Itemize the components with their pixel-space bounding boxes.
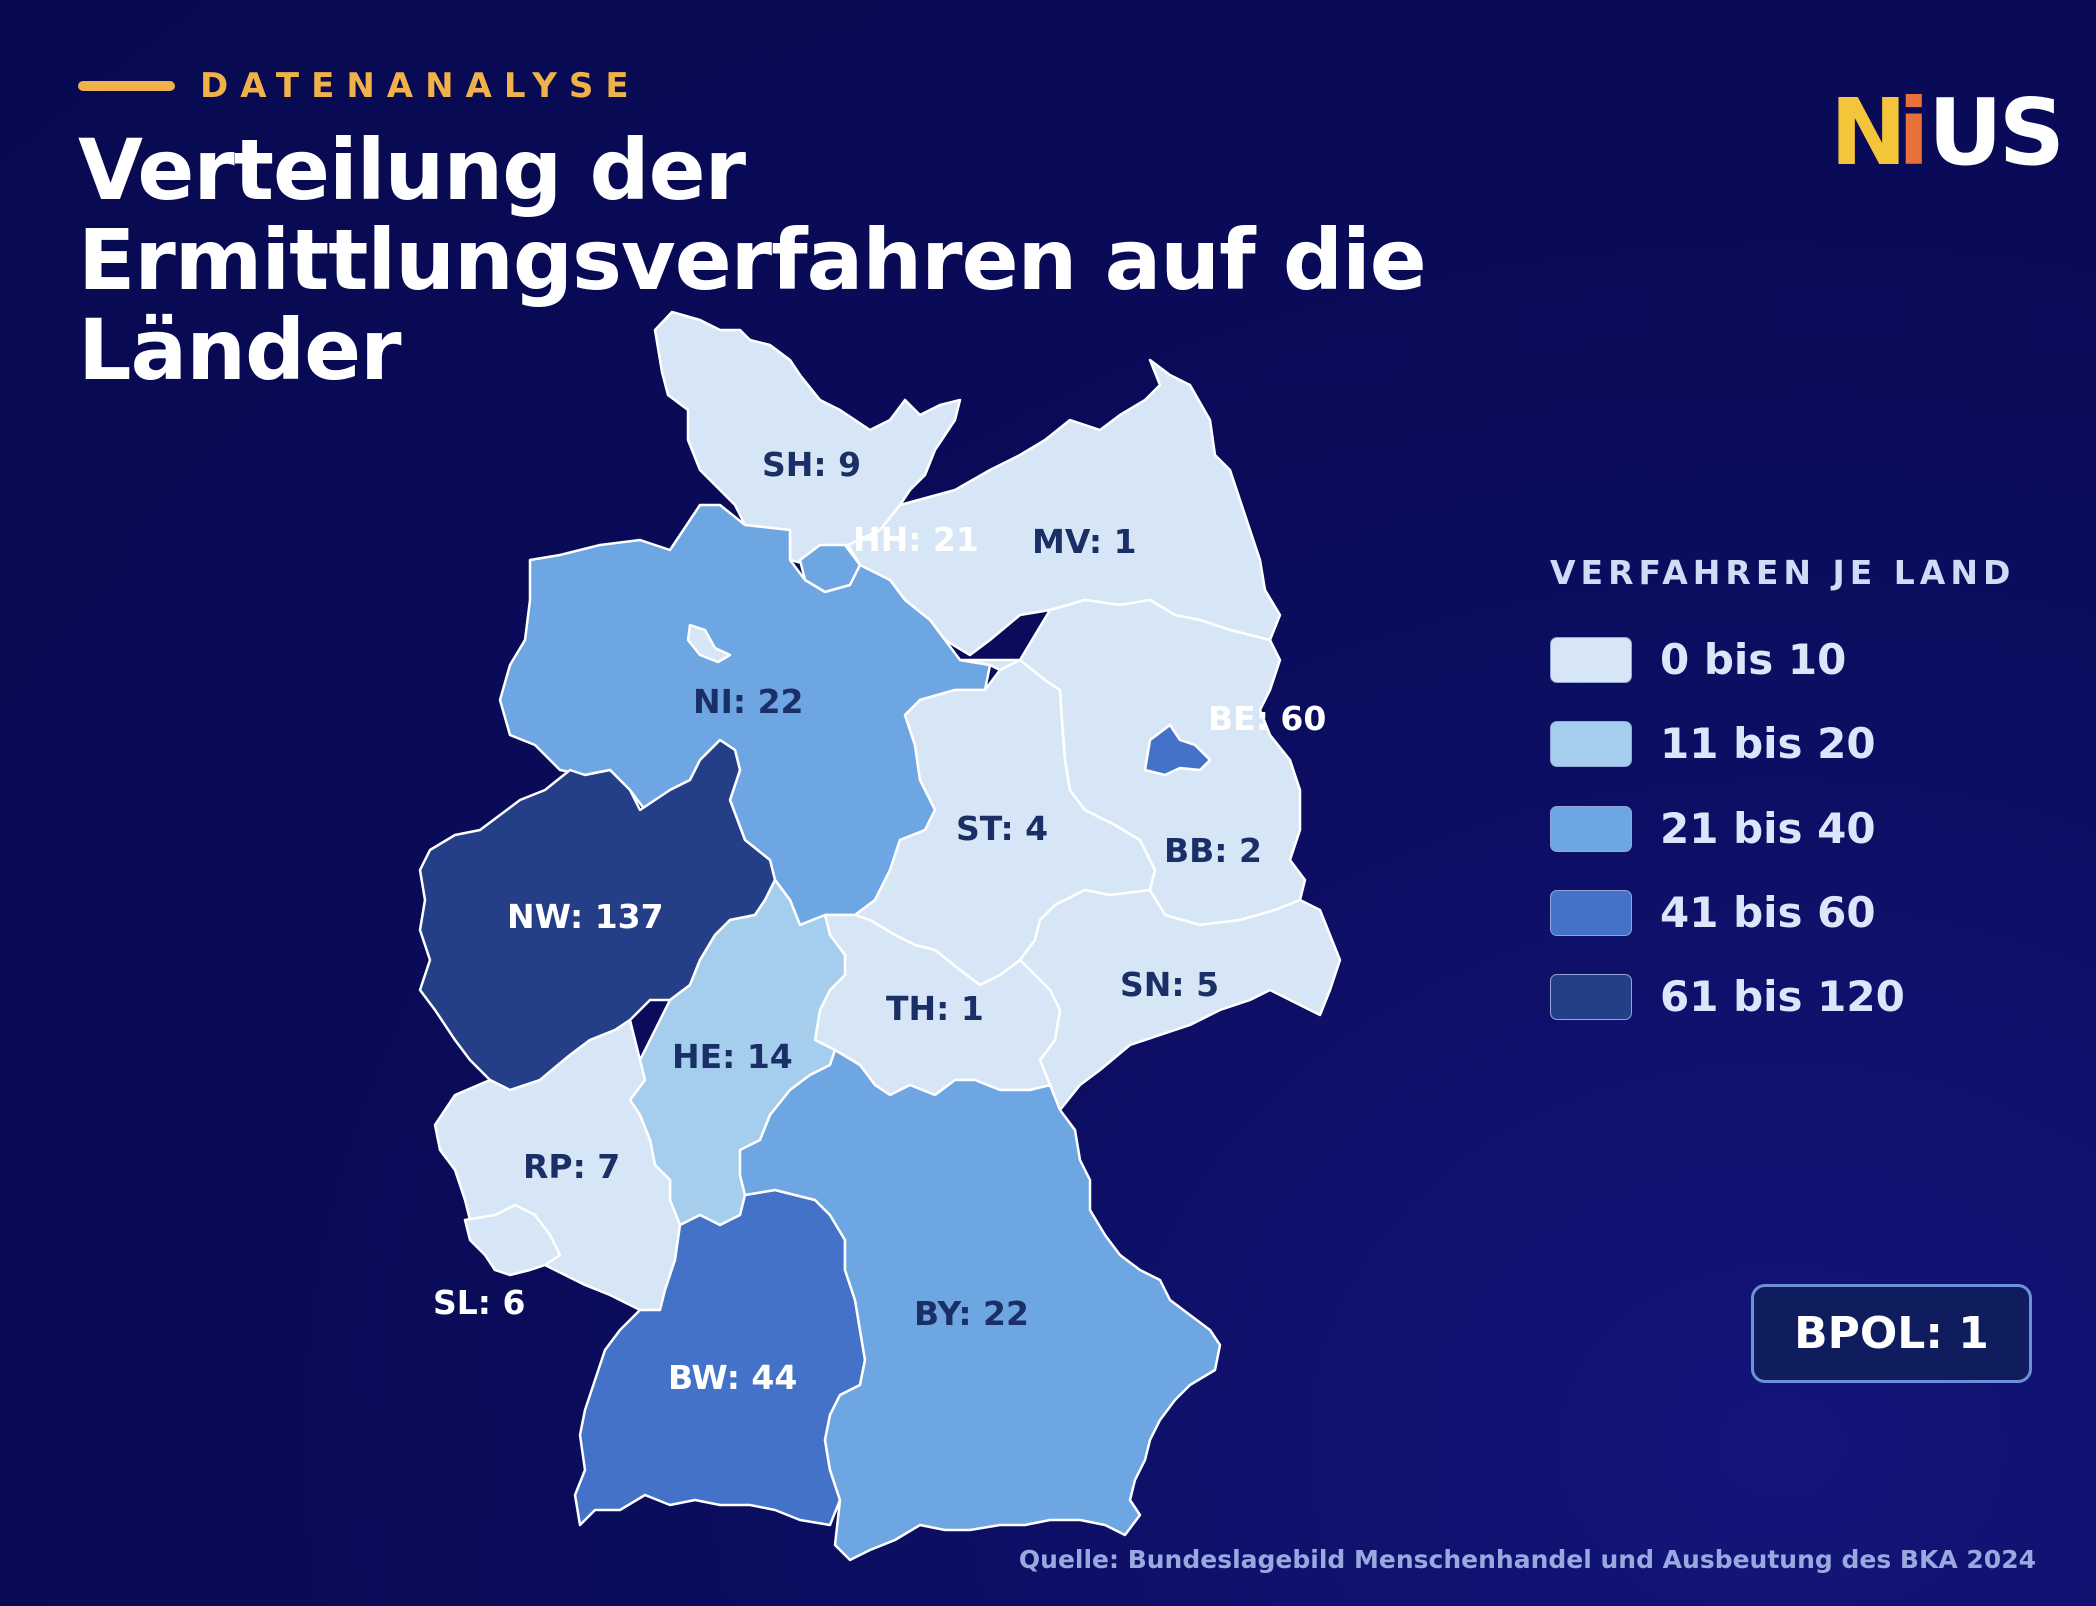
label-SN: SN: 5: [1120, 965, 1219, 1004]
label-TH: TH: 1: [886, 989, 984, 1028]
logo-letter-i: i: [1898, 79, 1930, 186]
legend-label: 11 bis 20: [1660, 719, 1876, 768]
state-SL: [463, 1203, 562, 1277]
label-BY: BY: 22: [914, 1294, 1029, 1333]
legend-label: 21 bis 40: [1660, 804, 1876, 853]
bpol-badge: BPOL: 1: [1751, 1284, 2032, 1383]
legend-item: 21 bis 40: [1550, 806, 2000, 852]
legend-swatch: [1550, 637, 1632, 683]
legend-item: 41 bis 60: [1550, 890, 2000, 936]
legend-item: 61 bis 120: [1550, 974, 2000, 1020]
kicker-label: DATENANALYSE: [200, 66, 641, 106]
label-SL: SL: 6: [433, 1283, 525, 1322]
legend-item: 0 bis 10: [1550, 637, 2000, 683]
state-BY: [738, 1048, 1222, 1562]
nius-logo: N i US: [1828, 78, 2065, 188]
state-MV: [846, 358, 1282, 657]
label-BW: BW: 44: [668, 1358, 797, 1397]
label-ST: ST: 4: [956, 809, 1048, 848]
label-BB: BB: 2: [1164, 831, 1262, 870]
legend-swatch: [1550, 806, 1632, 852]
legend-label: 41 bis 60: [1660, 888, 1876, 937]
logo-letters-us: US: [1928, 79, 2065, 186]
kicker-accent-bar: [78, 81, 175, 91]
label-BE: BE: 60: [1208, 699, 1326, 738]
label-RP: RP: 7: [523, 1147, 620, 1186]
legend-label: 61 bis 120: [1660, 972, 1905, 1021]
legend-swatch: [1550, 890, 1632, 936]
state-SH: [653, 310, 962, 572]
legend-item: 11 bis 20: [1550, 721, 2000, 767]
state-BB: [958, 598, 1307, 927]
label-HH: HH: 21: [853, 520, 979, 559]
label-MV: MV: 1: [1032, 522, 1137, 561]
label-NI: NI: 22: [693, 682, 804, 721]
state-BE: [1143, 723, 1212, 777]
label-HE: HE: 14: [672, 1037, 793, 1076]
state-SN: [1018, 888, 1342, 1112]
source-note: Quelle: Bundeslagebild Menschenhandel un…: [1018, 1545, 2036, 1574]
legend-label: 0 bis 10: [1660, 635, 1847, 684]
label-NW: NW: 137: [507, 897, 664, 936]
logo-letter-n: N: [1830, 79, 1907, 186]
state-HB: [686, 623, 732, 664]
legend-title: VERFAHREN JE LAND: [1550, 553, 2016, 592]
label-SH: SH: 9: [762, 445, 861, 484]
page-title: Verteilung der Ermittlungsverfahren auf …: [78, 121, 1427, 399]
legend-swatch: [1550, 974, 1632, 1020]
legend-swatch: [1550, 721, 1632, 767]
